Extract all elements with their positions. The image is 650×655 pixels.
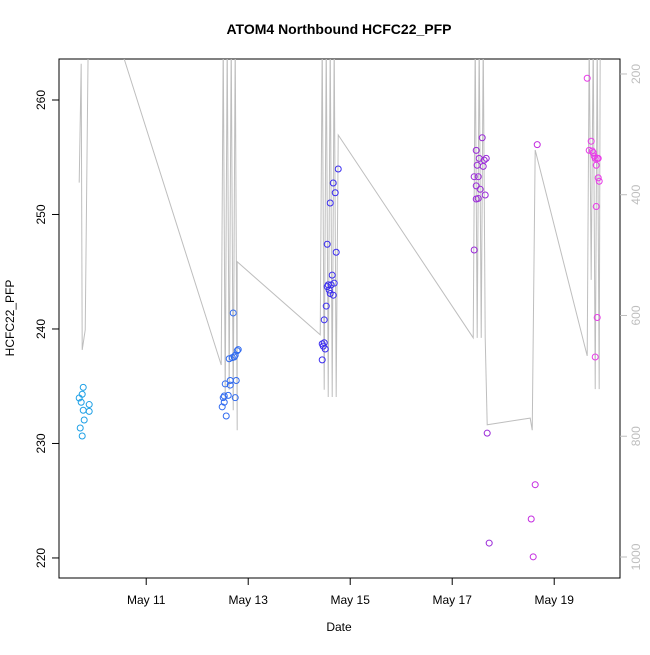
data-point (481, 191, 489, 199)
data-point (585, 146, 593, 154)
data-point (225, 355, 233, 363)
data-point (485, 539, 493, 547)
data-point (324, 281, 332, 289)
data-point (78, 390, 86, 398)
x-tick-label: May 15 (331, 593, 371, 607)
data-point (76, 424, 84, 432)
data-point (220, 392, 228, 400)
x-tick-label: May 11 (127, 593, 166, 607)
data-point (593, 314, 601, 322)
data-point (470, 173, 478, 181)
data-point (527, 515, 535, 523)
x-tick-label: May 13 (229, 593, 269, 607)
data-point (595, 177, 603, 185)
data-point (221, 380, 229, 388)
data-point (80, 416, 88, 424)
data-point (482, 154, 490, 162)
data-point (472, 146, 480, 154)
data-point (475, 154, 483, 162)
data-point (583, 74, 591, 82)
data-point (474, 173, 482, 181)
data-point (326, 289, 334, 297)
data-point (79, 383, 87, 391)
data-point (529, 553, 537, 561)
data-point (473, 161, 481, 169)
data-point (328, 271, 336, 279)
data-point (474, 194, 482, 202)
data-point (334, 165, 342, 173)
data-point (472, 182, 480, 190)
data-point (321, 345, 329, 353)
data-point (77, 398, 85, 406)
x-axis-label: Date (326, 620, 352, 634)
data-point (230, 353, 238, 361)
data-point (594, 174, 602, 182)
data-point (229, 309, 237, 317)
data-point (323, 240, 331, 248)
data-point (594, 154, 602, 162)
y-tick-label: 260 (34, 90, 48, 110)
data-point (226, 381, 234, 389)
data-point (231, 351, 239, 359)
data-point (329, 179, 337, 187)
y-tick-label: 240 (34, 319, 48, 339)
data-point (531, 481, 539, 489)
data-point (587, 137, 595, 145)
data-point (224, 391, 232, 399)
data-point (233, 347, 241, 355)
data-point (479, 162, 487, 170)
profile-line (78, 59, 601, 431)
y2-tick-label: 1000 (629, 543, 643, 570)
data-point (320, 316, 328, 324)
y-tick-label: 230 (34, 433, 48, 453)
data-point (85, 407, 93, 415)
x-tick-label: May 17 (433, 593, 473, 607)
y2-tick-label: 400 (629, 184, 643, 204)
data-point (483, 429, 491, 437)
y-tick-label: 250 (34, 204, 48, 224)
plot-frame (58, 58, 621, 579)
data-point (331, 189, 339, 197)
data-point (234, 346, 242, 354)
chart-title: ATOM4 Northbound HCFC22_PFP (226, 21, 451, 37)
data-point (222, 412, 230, 420)
data-point (326, 199, 334, 207)
y-axis-label: HCFC22_PFP (3, 280, 17, 357)
data-point (470, 246, 478, 254)
y2-tick-label: 200 (629, 64, 643, 84)
data-point (591, 353, 599, 361)
data-point (318, 356, 326, 364)
data-point (218, 403, 226, 411)
data-point (85, 401, 93, 409)
data-point (591, 154, 599, 162)
data-point (318, 340, 326, 348)
data-point (592, 202, 600, 210)
data-point (231, 394, 239, 402)
plot-area (75, 59, 603, 561)
data-point (533, 141, 541, 149)
x-tick-label: May 19 (535, 593, 575, 607)
data-point (232, 376, 240, 384)
data-point (322, 302, 330, 310)
data-point (79, 406, 87, 414)
data-point (332, 248, 340, 256)
y-tick-label: 220 (34, 548, 48, 568)
data-point (476, 185, 484, 193)
data-point (323, 283, 331, 291)
data-point (478, 134, 486, 142)
y2-tick-label: 800 (629, 426, 643, 446)
data-point (592, 161, 600, 169)
data-point (78, 432, 86, 440)
y2-tick-label: 600 (629, 305, 643, 325)
